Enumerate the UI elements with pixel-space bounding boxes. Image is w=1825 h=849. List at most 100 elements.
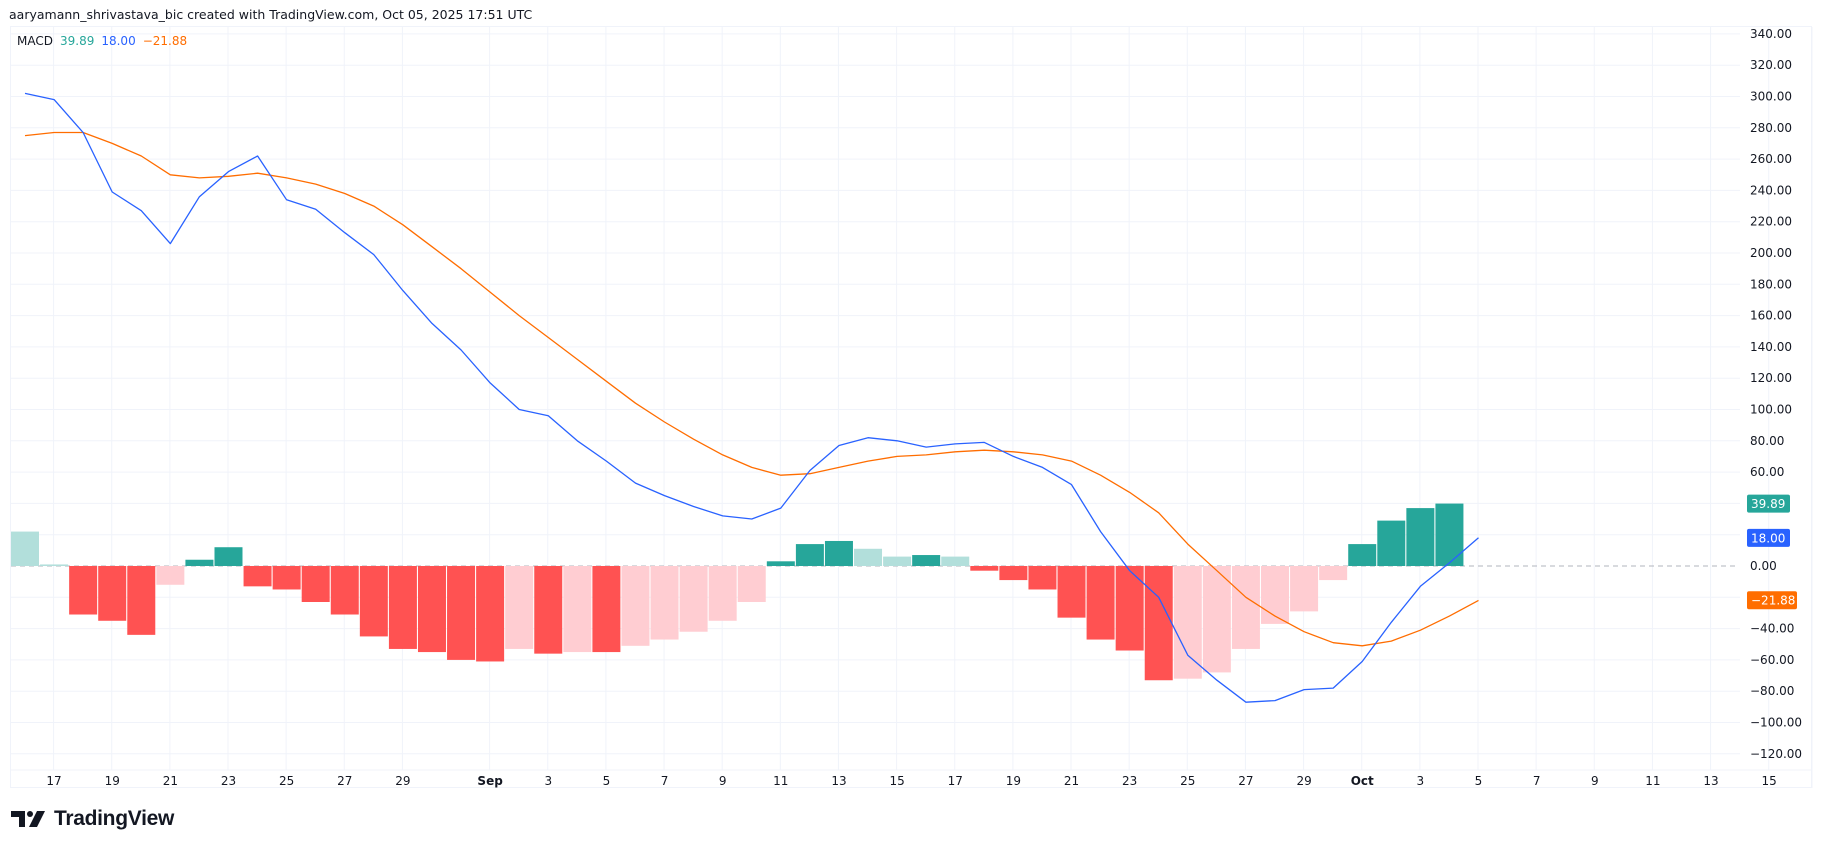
histogram-bar <box>1377 520 1406 566</box>
histogram-bar <box>243 566 272 587</box>
price-axis-label: 140.00 <box>1750 340 1792 354</box>
time-axis-label: 21 <box>1064 774 1079 788</box>
time-axis-label: 7 <box>661 774 669 788</box>
time-axis-label: 13 <box>1703 774 1718 788</box>
histogram-bar <box>708 566 737 621</box>
histogram-bar <box>766 561 795 566</box>
time-axis-label: 3 <box>1417 774 1425 788</box>
histogram-bar <box>912 555 941 566</box>
price-axis[interactable]: 340.00 320.00 300.00 280.00 260.00 240.00 220.… <box>1750 27 1802 761</box>
histogram-bar <box>272 566 301 590</box>
time-axis-label: 19 <box>105 774 120 788</box>
last-value-badge <box>1747 494 1790 513</box>
price-axis-label: 300.00 <box>1750 90 1792 104</box>
histogram-bar <box>11 531 39 566</box>
time-axis-label: 9 <box>1591 774 1599 788</box>
tradingview-logo[interactable]: TradingView <box>11 807 174 831</box>
histogram-bar <box>40 564 69 566</box>
price-axis-label: 120.00 <box>1750 371 1792 385</box>
time-axis-label: 19 <box>1006 774 1021 788</box>
price-axis-label: 340.00 <box>1750 27 1792 41</box>
histogram-value: 39.89 <box>59 34 95 48</box>
time-axis-label: 25 <box>279 774 294 788</box>
last-value-text: −21.88 <box>1751 594 1795 608</box>
macd-value: 18.00 <box>101 34 136 48</box>
time-axis[interactable]: 17 19 21 23 25 27 29 Sep 3 5 7 9 11 13 15 17 19 21 23 25 27 2… <box>46 774 1776 788</box>
price-axis-label: −120.00 <box>1750 747 1802 761</box>
time-axis-label: 5 <box>603 774 611 788</box>
histogram-bar <box>883 556 912 566</box>
histogram-bar <box>563 566 592 653</box>
time-axis-label: 11 <box>1645 774 1660 788</box>
price-axis-label: −80.00 <box>1750 684 1794 698</box>
price-axis-label: 320.00 <box>1750 58 1792 72</box>
price-axis-label: 60.00 <box>1750 465 1784 479</box>
time-axis-label: 29 <box>395 774 410 788</box>
price-axis-label: −100.00 <box>1750 716 1802 730</box>
time-axis-label: 5 <box>1475 774 1483 788</box>
histogram-bar <box>185 559 214 566</box>
price-axis-label: 200.00 <box>1750 246 1792 260</box>
last-value-badge <box>1747 591 1797 610</box>
histogram-bar <box>737 566 766 602</box>
histogram-bar <box>1086 566 1115 640</box>
histogram-bars <box>11 503 1464 681</box>
time-axis-label: 21 <box>163 774 178 788</box>
indicator-name: MACD <box>17 34 53 48</box>
last-value-badge <box>1747 528 1790 547</box>
price-axis-label: 160.00 <box>1750 309 1792 323</box>
histogram-bar <box>447 566 476 660</box>
histogram-bar <box>795 544 824 566</box>
histogram-bar <box>970 566 999 571</box>
histogram-bar <box>214 547 243 566</box>
histogram-bar <box>534 566 563 654</box>
histogram-bar <box>1348 544 1377 566</box>
histogram-bar <box>592 566 621 653</box>
histogram-bar <box>1319 566 1348 581</box>
histogram-bar <box>650 566 679 640</box>
histogram-bar <box>156 566 185 585</box>
time-axis-label: 29 <box>1296 774 1311 788</box>
signal-line <box>24 131 1479 647</box>
histogram-bar <box>359 566 388 637</box>
histogram-bar <box>679 566 708 632</box>
histogram-bar <box>621 566 650 646</box>
histogram-bar <box>476 566 505 662</box>
histogram-bar <box>1173 566 1202 679</box>
time-axis-label: 23 <box>1122 774 1137 788</box>
time-axis-label: 11 <box>773 774 788 788</box>
histogram-bar <box>1115 566 1144 651</box>
chart-attribution: aaryamann_shrivastava_bic created with T… <box>9 7 533 22</box>
histogram-bar <box>301 566 330 602</box>
histogram-bar <box>1406 508 1435 566</box>
histogram-bar <box>127 566 156 635</box>
histogram-bar <box>505 566 534 649</box>
grid-lines <box>11 27 1813 788</box>
last-value-labels: 39.89 18.00 −21.88 <box>1747 494 1797 610</box>
time-axis-label: 25 <box>1180 774 1195 788</box>
price-axis-label: 220.00 <box>1750 215 1792 229</box>
histogram-bar <box>98 566 127 621</box>
histogram-bar <box>1144 566 1173 681</box>
histogram-bar <box>941 556 970 566</box>
time-axis-label: 27 <box>1238 774 1253 788</box>
tradingview-logo-icon <box>11 811 45 827</box>
indicator-lines <box>24 92 1479 703</box>
histogram-bar <box>1202 566 1231 673</box>
histogram-bar <box>1028 566 1057 590</box>
signal-value: −21.88 <box>142 34 188 48</box>
histogram-bar <box>854 548 883 566</box>
time-axis-label: 3 <box>544 774 552 788</box>
time-axis-label: 7 <box>1533 774 1541 788</box>
time-axis-label: 15 <box>1762 774 1777 788</box>
price-axis-label: 0.00 <box>1750 559 1777 573</box>
time-axis-label: 9 <box>719 774 727 788</box>
price-axis-label: 100.00 <box>1750 403 1792 417</box>
histogram-bar <box>999 566 1028 581</box>
histogram-bar <box>69 566 98 615</box>
indicator-legend[interactable]: MACD 39.89 18.00 −21.88 <box>17 34 187 48</box>
time-axis-label: Oct <box>1351 774 1374 788</box>
histogram-bar <box>1290 566 1319 612</box>
time-axis-label: 23 <box>221 774 236 788</box>
